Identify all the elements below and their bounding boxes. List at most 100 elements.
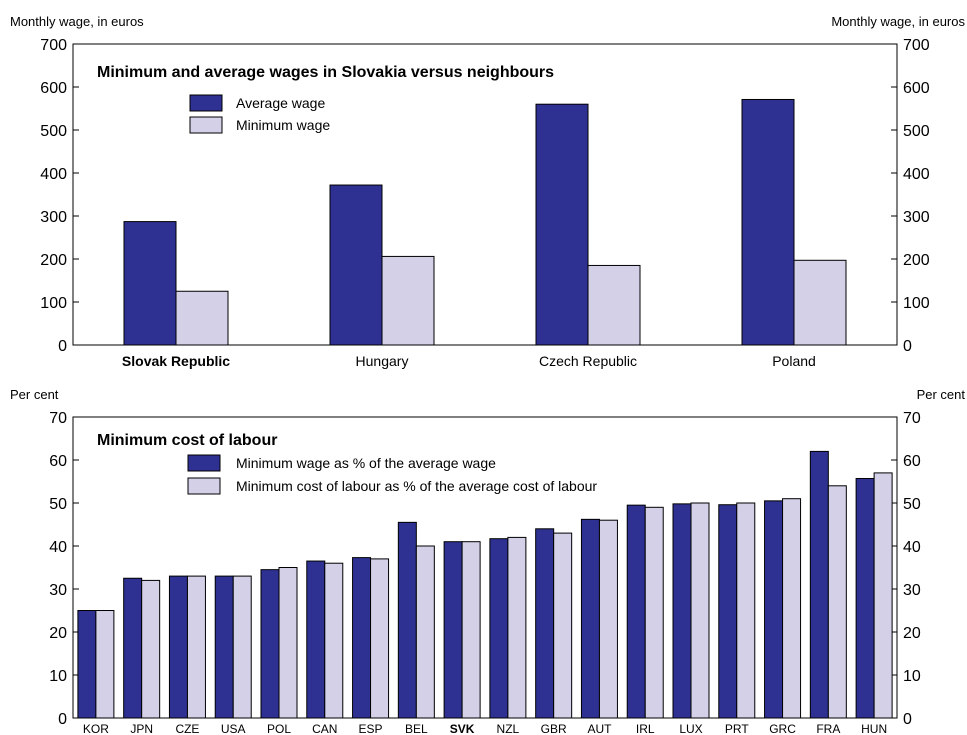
y-tick-label-right: 300	[903, 209, 930, 226]
bar-svk-series-1	[443, 541, 463, 719]
bar-esp-series-2	[370, 558, 390, 719]
bar-jpn-series-1	[123, 577, 143, 719]
bottom-chart: Per cent Per cent 0 0 10 10 20 20 30 30 40 40 50 50…	[10, 387, 965, 735]
top-bars	[123, 98, 847, 346]
category-label: PRT	[725, 722, 749, 735]
top-legend-swatch-average	[189, 94, 223, 112]
top-category-labels: Slovak Republic Hungary Czech Republic Pola…	[122, 353, 816, 369]
y-tick-label-left: 70	[49, 410, 67, 427]
bottom-legend-swatch-cost-of-labour	[187, 477, 221, 495]
bar-usa-series-1	[214, 575, 234, 719]
bar-grc-series-2	[782, 498, 802, 719]
category-label: Poland	[772, 353, 816, 369]
category-label: ESP	[359, 722, 383, 735]
bar-slovak-republic-series-2	[175, 290, 229, 346]
bar-nzl-series-2	[507, 536, 527, 719]
bar-can-series-2	[324, 562, 344, 719]
y-tick-label-left: 100	[40, 295, 67, 312]
y-tick-label-left: 200	[40, 252, 67, 269]
y-tick-label-left: 60	[49, 453, 67, 470]
category-label: Slovak Republic	[122, 353, 230, 369]
category-label: CZE	[175, 722, 199, 735]
bar-cze-series-2	[186, 575, 206, 719]
bar-esp-series-1	[352, 557, 372, 719]
bar-aut-series-2	[598, 519, 618, 719]
bottom-y-axis-ticks: 0 0 10 10 20 20 30 30 40 40 50 50 60 60 70 70	[49, 410, 921, 728]
bar-svk-series-2	[461, 541, 481, 719]
top-chart-title: Minimum and average wages in Slovakia ve…	[97, 64, 554, 81]
y-tick-label-right: 100	[903, 295, 930, 312]
y-tick-label-right: 50	[903, 496, 921, 513]
bottom-right-axis-unit: Per cent	[917, 387, 966, 402]
top-plot-frame	[72, 43, 898, 346]
bottom-legend-label-minimum-wage: Minimum wage as % of the average wage	[236, 455, 496, 471]
bar-slovak-republic-series-1	[123, 221, 177, 346]
category-label: FRA	[816, 722, 840, 735]
category-label: HUN	[861, 722, 887, 735]
bottom-left-axis-unit: Per cent	[10, 387, 59, 402]
category-label: IRL	[636, 722, 655, 735]
bar-hungary-series-1	[329, 184, 383, 346]
bar-kor-series-1	[77, 610, 97, 719]
y-tick-label-right: 70	[903, 410, 921, 427]
y-tick-label-right: 30	[903, 582, 921, 599]
top-y-axis-ticks: 0 0 100 100 200 200 300 300 400 400 500 500 600 600 70…	[40, 37, 930, 355]
y-tick-label-right: 500	[903, 123, 930, 140]
bottom-bars	[77, 450, 893, 719]
bar-grc-series-1	[764, 500, 784, 719]
bar-czech-republic-series-1	[535, 103, 589, 346]
bar-aut-series-1	[580, 518, 600, 719]
top-left-axis-unit: Monthly wage, in euros	[10, 14, 144, 29]
top-legend-label-average: Average wage	[236, 95, 325, 111]
y-tick-label-left: 700	[40, 37, 67, 54]
category-label: NZL	[497, 722, 520, 735]
bar-gbr-series-1	[535, 528, 555, 719]
bar-kor-series-2	[95, 610, 115, 719]
y-tick-label-left: 0	[58, 711, 67, 728]
y-tick-label-left: 10	[49, 668, 67, 685]
y-tick-label-left: 20	[49, 625, 67, 642]
y-tick-label-right: 600	[903, 80, 930, 97]
bottom-chart-title: Minimum cost of labour	[97, 432, 277, 449]
bar-fra-series-1	[809, 450, 829, 719]
bar-prt-series-2	[736, 502, 756, 719]
bar-irl-series-2	[644, 506, 664, 719]
y-tick-label-right: 60	[903, 453, 921, 470]
category-label: LUX	[679, 722, 702, 735]
category-label: GRC	[769, 722, 796, 735]
category-label: Czech Republic	[539, 353, 637, 369]
bottom-legend: Minimum wage as % of the average wage Mi…	[187, 454, 597, 495]
category-label: CAN	[312, 722, 337, 735]
top-right-axis-unit: Monthly wage, in euros	[831, 14, 965, 29]
y-tick-label-right: 700	[903, 37, 930, 54]
bar-lux-series-2	[690, 502, 710, 719]
bar-gbr-series-2	[553, 532, 573, 719]
category-label: USA	[221, 722, 246, 735]
top-chart: Monthly wage, in euros Monthly wage, in …	[10, 14, 965, 369]
bar-pol-series-1	[260, 569, 280, 719]
category-label: POL	[267, 722, 291, 735]
bar-prt-series-1	[718, 504, 738, 719]
bar-hungary-series-2	[381, 255, 435, 346]
bar-czech-republic-series-2	[587, 264, 641, 346]
y-tick-label-right: 200	[903, 252, 930, 269]
bar-irl-series-1	[626, 504, 646, 719]
y-tick-label-left: 50	[49, 496, 67, 513]
y-tick-label-right: 10	[903, 668, 921, 685]
y-tick-label-left: 30	[49, 582, 67, 599]
bar-poland-series-2	[793, 259, 847, 346]
bottom-category-labels: KOR JPN CZE USA POL CAN ESP BEL SVK NZL GBR AUT IRL L…	[83, 722, 887, 735]
y-tick-label-right: 400	[903, 166, 930, 183]
y-tick-label-right: 0	[903, 711, 912, 728]
y-tick-label-right: 0	[903, 338, 912, 355]
bar-poland-series-1	[741, 98, 795, 346]
bottom-plot-frame	[72, 416, 898, 719]
category-label: JPN	[130, 722, 153, 735]
bar-fra-series-2	[827, 485, 847, 719]
y-tick-label-right: 40	[903, 539, 921, 556]
bar-hun-series-1	[855, 477, 875, 719]
category-label: KOR	[83, 722, 109, 735]
y-tick-label-left: 0	[58, 338, 67, 355]
top-legend-swatch-minimum	[189, 116, 223, 134]
